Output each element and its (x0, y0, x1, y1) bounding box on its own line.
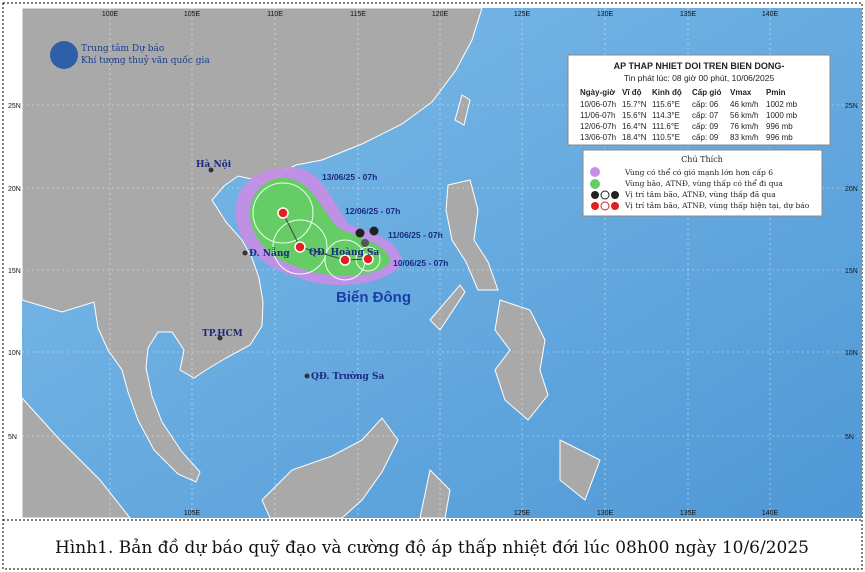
logo-text: Khí tượng thuỷ văn quốc gia (81, 55, 210, 66)
table-cell: 115.6°E (652, 100, 680, 109)
table-cell: 10/06-07h (580, 100, 616, 109)
lon-label: 135E (680, 11, 697, 18)
uncertainty-circles (252, 182, 381, 281)
legend-item: Vị trí tâm bão, ATNĐ, vùng thấp hiện tại… (624, 201, 810, 210)
lon-label: 100E (102, 11, 119, 18)
table-cell: 1002 mb (766, 100, 798, 109)
info-box (567, 54, 831, 146)
logo-icon (50, 41, 78, 69)
forecast-label: 12/06/25 - 07h (345, 206, 400, 216)
table-cell: 1000 mb (766, 111, 798, 120)
lon-label: 135E (680, 510, 697, 517)
lon-label: 105E (184, 510, 201, 517)
table-cell: 110.5°E (652, 133, 680, 142)
lon-label: 140E (762, 510, 779, 517)
table-header: Kinh độ (652, 88, 682, 97)
table-cell: 46 km/h (730, 100, 758, 109)
lon-label: 120E (432, 11, 449, 18)
table-cell: 111.6°E (652, 122, 679, 131)
table-cell: 11/06-07h (580, 111, 615, 120)
sea-label: Biển Đông (336, 289, 411, 306)
lon-label: 125E (514, 11, 531, 18)
caption: Hình1. Bản đồ dự báo quỹ đạo và cường độ… (55, 538, 809, 558)
place-label: Đ. Nẵng (249, 247, 290, 259)
place-label: Hà Nội (196, 159, 232, 170)
table-cell: 18.4°N (622, 133, 647, 142)
lon-label: 140E (762, 11, 779, 18)
info-issued: Tin phát lúc: 08 giờ 00 phút, 10/06/2025 (624, 73, 775, 83)
table-cell: 76 km/h (730, 122, 758, 131)
track (282, 212, 369, 261)
table-cell: 12/06-07h (580, 122, 616, 131)
forecast-label: 11/06/25 - 07h (388, 230, 443, 240)
place-label: TP.HCM (202, 329, 243, 339)
table-header: Pmin (766, 88, 786, 97)
forecast-label: 10/06/25 - 07h (393, 258, 448, 268)
legend-title: Chú Thích (681, 155, 723, 164)
lon-label: 130E (597, 510, 614, 517)
lat-label: 10N (8, 350, 21, 357)
lon-label: 125E (514, 510, 531, 517)
legend-item: Vị trí tâm bão, ATNĐ, vùng thấp đã qua (624, 190, 776, 199)
table-header: Cấp gió (692, 88, 721, 97)
table-cell: cấp: 06 (692, 100, 719, 109)
legend-swatches (590, 167, 619, 211)
forecast-label: 13/06/25 - 07h (322, 172, 377, 182)
table-cell: cấp: 07 (692, 111, 719, 120)
table-header: Ngày-giờ (580, 88, 615, 97)
lat-label: 5N (8, 434, 17, 441)
legend-box (582, 149, 823, 217)
info-title: AP THAP NHIET DOI TREN BIEN DONG- (614, 61, 785, 71)
lat-label: 10N (845, 350, 858, 357)
legend-item: Vùng bão, ATNĐ, vùng thấp có thể đi qua (624, 179, 783, 188)
table-cell: 56 km/h (730, 111, 758, 120)
table-cell: 996 mb (766, 122, 793, 131)
lat-label: 5N (845, 434, 854, 441)
forecast-positions (277, 207, 374, 266)
place-label: QĐ. Hoàng Sa (309, 247, 379, 258)
table-cell: 16.4°N (622, 122, 647, 131)
lat-label: 15N (8, 268, 21, 275)
table-header: Vĩ độ (622, 88, 642, 97)
place-label: QĐ. Trường Sa (311, 371, 384, 382)
table-cell: 114.3°E (652, 111, 680, 120)
legend-item: Vùng có thể có gió mạnh lớn hơn cấp 6 (624, 168, 773, 177)
table-cell: 83 km/h (730, 133, 758, 142)
table-cell: 13/06-07h (580, 133, 616, 142)
logo-text: Trung tâm Dự báo (81, 43, 164, 54)
table-cell: 996 mb (766, 133, 793, 142)
land (21, 7, 601, 519)
lat-label: 25N (8, 103, 21, 110)
lon-label: 110E (267, 11, 283, 18)
lon-label: 105E (184, 11, 201, 18)
table-cell: cấp: 09 (692, 133, 719, 142)
lon-label: 130E (597, 11, 614, 18)
table-cell: cấp: 09 (692, 122, 719, 131)
past-positions (355, 226, 379, 247)
lat-label: 25N (845, 103, 858, 110)
storm-cone (249, 177, 390, 276)
lat-label: 20N (8, 186, 21, 193)
lat-label: 20N (845, 186, 858, 193)
table-header: Vmax (730, 88, 752, 97)
lon-label: 115E (350, 11, 366, 18)
table-cell: 15.7°N (622, 100, 647, 109)
table-cell: 15.6°N (622, 111, 647, 120)
city-dots (208, 167, 310, 379)
lat-label: 15N (845, 268, 858, 275)
